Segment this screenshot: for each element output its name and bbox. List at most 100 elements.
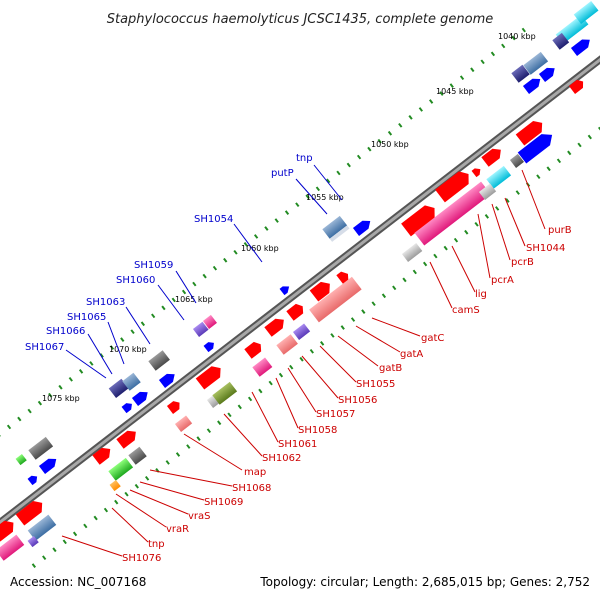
scale-tick bbox=[511, 35, 516, 41]
gene-red-arrow bbox=[166, 401, 180, 414]
scale-tick bbox=[299, 356, 304, 362]
scale-tick bbox=[206, 428, 212, 434]
scale-tick bbox=[305, 194, 310, 200]
scale-tick bbox=[336, 170, 341, 176]
scale-tick bbox=[377, 138, 382, 144]
scale-label-1050: 1050 kbp bbox=[371, 140, 409, 149]
scale-tick bbox=[433, 253, 438, 259]
scale-tick bbox=[443, 245, 448, 251]
gene-label-gatC: gatC bbox=[421, 333, 444, 344]
scale-tick bbox=[387, 130, 393, 136]
gene-label-SH1060: SH1060 bbox=[116, 275, 155, 286]
gene-grey-block bbox=[148, 350, 170, 371]
gene-red-arrow bbox=[309, 281, 330, 302]
scale-tick bbox=[237, 404, 242, 410]
gene-blue-arrow bbox=[570, 39, 590, 56]
gene-label-SH1068: SH1068 bbox=[232, 483, 271, 494]
scale-tick bbox=[120, 337, 125, 342]
gene-navy-block bbox=[192, 321, 209, 337]
gene-red-arrow bbox=[515, 121, 543, 146]
scale-tick bbox=[521, 27, 526, 33]
gene-label-camS: camS bbox=[452, 305, 480, 316]
gene-blue-arrow bbox=[158, 373, 175, 388]
scale-tick bbox=[597, 126, 600, 131]
gene-label-SH1044: SH1044 bbox=[526, 243, 565, 254]
scale-tick bbox=[320, 341, 325, 346]
gene-salmon-block bbox=[276, 334, 298, 355]
gene-red-arrow bbox=[336, 271, 349, 285]
lower-gene-labels: purB SH1044 pcrB pcrA lig camS gatC gatA… bbox=[122, 225, 572, 564]
scale-tick bbox=[398, 122, 403, 128]
gene-navy-block bbox=[511, 64, 530, 83]
gene-grey-block bbox=[28, 436, 54, 460]
scale-tick bbox=[567, 150, 572, 156]
gene-red-arrow bbox=[435, 171, 469, 203]
scale-tick bbox=[480, 59, 485, 65]
gene-label-SH1055: SH1055 bbox=[356, 379, 395, 390]
gene-red-arrow bbox=[568, 79, 584, 94]
gene-green-block bbox=[15, 453, 27, 466]
gene-lightgrey-block bbox=[478, 183, 497, 200]
scale-label-1055: 1055 kbp bbox=[306, 193, 344, 202]
scale-tick bbox=[165, 460, 170, 465]
scale-ticks bbox=[0, 27, 600, 568]
scale-tick bbox=[418, 107, 423, 112]
upper-track-genes bbox=[15, 1, 599, 486]
gene-steel-block bbox=[122, 372, 141, 391]
scale-tick bbox=[470, 67, 475, 73]
scale-tick bbox=[505, 198, 510, 203]
scale-tick bbox=[453, 237, 459, 243]
scale-tick bbox=[422, 261, 428, 267]
scale-tick bbox=[192, 281, 197, 287]
scale-tick bbox=[31, 563, 37, 568]
scale-tick bbox=[109, 345, 115, 350]
gene-steel-block bbox=[523, 51, 549, 75]
scale-tick bbox=[258, 388, 263, 394]
scale-tick bbox=[93, 515, 98, 521]
gene-blue-arrow bbox=[38, 458, 57, 474]
lower-track-genes bbox=[0, 79, 584, 561]
gene-salmon-block bbox=[174, 415, 193, 432]
scale-tick bbox=[48, 392, 53, 398]
scale-tick bbox=[134, 483, 139, 489]
gene-red-arrow bbox=[401, 205, 435, 237]
gene-red-arrow bbox=[481, 148, 501, 167]
scale-tick bbox=[124, 491, 129, 497]
gene-navy-block bbox=[552, 32, 570, 50]
gene-label-SH1065: SH1065 bbox=[67, 312, 106, 323]
gene-label-vraS: vraS bbox=[188, 511, 211, 522]
gene-olive-block bbox=[212, 381, 238, 405]
gene-pink-block bbox=[202, 314, 217, 329]
map-title: Staphylococcus haemolyticus JCSC1435, co… bbox=[107, 12, 494, 27]
gene-red-arrow bbox=[244, 341, 262, 359]
scale-tick bbox=[243, 242, 248, 247]
gene-grey-block bbox=[128, 446, 147, 465]
scale-label-1045: 1045 kbp bbox=[436, 87, 474, 96]
gene-steel-block bbox=[27, 514, 57, 541]
gene-blue-arrow bbox=[522, 78, 541, 94]
scale-tick bbox=[58, 384, 63, 390]
scale-tick bbox=[268, 380, 273, 386]
gene-steel-block bbox=[322, 215, 350, 242]
gene-red-arrow bbox=[195, 366, 221, 390]
scale-tick bbox=[402, 277, 407, 283]
scale-tick bbox=[83, 523, 88, 529]
scale-tick bbox=[439, 91, 444, 96]
gene-label-map: map bbox=[244, 467, 266, 478]
scale-tick bbox=[330, 333, 335, 338]
scale-tick bbox=[474, 221, 479, 227]
gene-blue-arrow bbox=[538, 67, 555, 82]
gene-label-gatA: gatA bbox=[400, 349, 423, 360]
scale-tick bbox=[27, 408, 32, 414]
scale-tick bbox=[449, 83, 454, 88]
gene-navy-block bbox=[108, 378, 129, 398]
scale-tick bbox=[151, 313, 156, 319]
scale-tick bbox=[315, 186, 321, 192]
gene-blue-arrow bbox=[352, 220, 371, 236]
scale-tick bbox=[408, 115, 413, 120]
scale-tick bbox=[103, 507, 109, 513]
scale-tick bbox=[361, 309, 366, 314]
gene-blue-arrow bbox=[203, 342, 214, 353]
scale-tick bbox=[289, 364, 294, 370]
gene-label-gatB: gatB bbox=[379, 363, 402, 374]
